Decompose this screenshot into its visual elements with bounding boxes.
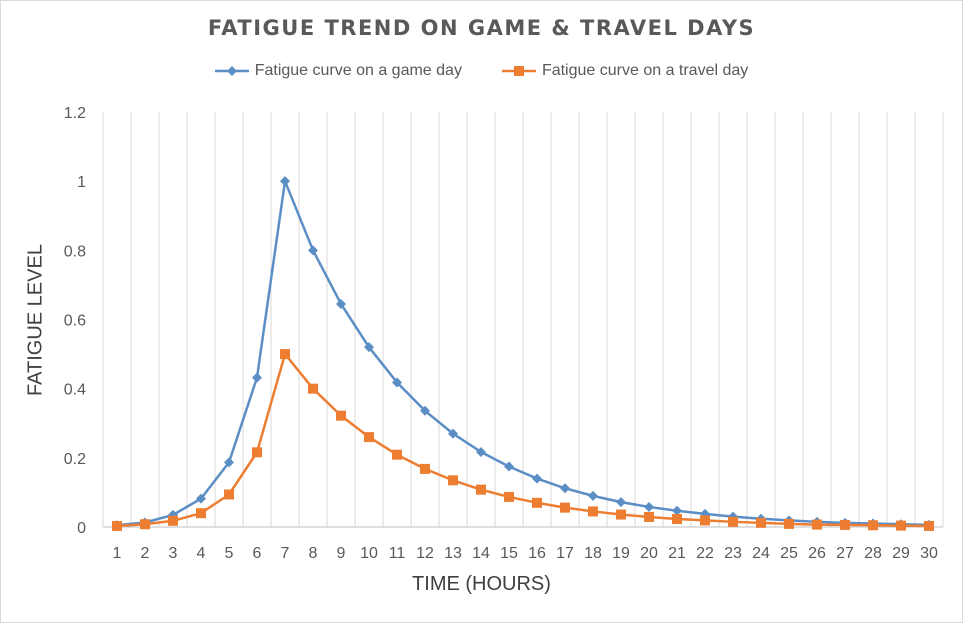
data-point-travel-day <box>588 506 598 517</box>
x-tick-label: 23 <box>724 545 742 562</box>
y-tick-label: 1.2 <box>64 105 86 122</box>
data-point-travel-day <box>168 515 178 526</box>
x-tick-label: 10 <box>360 545 378 562</box>
x-tick-label: 1 <box>113 545 122 562</box>
data-point-travel-day <box>616 509 626 520</box>
data-point-travel-day <box>140 519 150 530</box>
x-tick-label: 3 <box>169 545 178 562</box>
data-point-game-day <box>476 446 486 457</box>
x-tick-label: 6 <box>253 545 262 562</box>
data-point-game-day <box>560 483 570 494</box>
x-tick-label: 21 <box>668 545 686 562</box>
data-point-travel-day <box>336 410 346 421</box>
data-point-travel-day <box>448 475 458 486</box>
chart-legend: Fatigue curve on a game day Fatigue curv… <box>0 62 963 80</box>
data-point-game-day <box>504 461 514 472</box>
legend-label-game-day: Fatigue curve on a game day <box>254 62 462 79</box>
x-tick-label: 4 <box>197 545 206 562</box>
data-point-travel-day <box>280 349 290 360</box>
data-point-travel-day <box>812 519 822 530</box>
x-tick-label: 12 <box>416 545 434 562</box>
x-tick-label: 14 <box>472 545 490 562</box>
data-point-game-day <box>308 245 318 256</box>
x-tick-label: 20 <box>640 545 658 562</box>
data-point-game-day <box>336 298 346 309</box>
data-point-travel-day <box>644 511 654 522</box>
y-tick-label: 0.8 <box>64 243 86 260</box>
legend-marker-game-day <box>214 66 249 76</box>
data-point-game-day <box>672 505 682 516</box>
x-tick-label: 5 <box>225 545 234 562</box>
y-tick-label: 0.4 <box>64 382 86 399</box>
data-point-game-day <box>252 372 262 383</box>
data-point-travel-day <box>756 517 766 528</box>
data-point-travel-day <box>784 518 794 529</box>
data-point-travel-day <box>672 514 682 525</box>
data-point-travel-day <box>896 520 906 531</box>
y-tick-label: 0.6 <box>64 313 86 330</box>
data-point-travel-day <box>364 432 374 443</box>
x-tick-label: 26 <box>808 545 826 562</box>
y-tick-label: 0 <box>77 520 86 537</box>
legend-item-travel-day: Fatigue curve on a travel day <box>501 62 749 80</box>
data-point-travel-day <box>392 449 402 460</box>
x-tick-label: 11 <box>389 545 406 562</box>
chart-title: FATIGUE TREND ON GAME & TRAVEL DAYS <box>207 16 756 40</box>
data-point-travel-day <box>532 497 542 508</box>
x-tick-label: 28 <box>864 545 882 562</box>
data-point-travel-day <box>728 516 738 527</box>
x-tick-label: 24 <box>752 545 770 562</box>
data-point-game-day <box>392 377 402 388</box>
y-tick-label: 0.2 <box>64 451 86 468</box>
data-point-game-day <box>532 473 542 484</box>
data-point-game-day <box>420 405 430 416</box>
x-axis-label: TIME (HOURS) <box>412 573 551 595</box>
data-point-game-day <box>196 493 206 504</box>
legend-label-travel-day: Fatigue curve on a travel day <box>541 62 749 79</box>
x-tick-label: 8 <box>309 545 318 562</box>
data-point-game-day <box>280 176 290 187</box>
data-point-travel-day <box>700 515 710 526</box>
x-tick-label: 29 <box>892 545 910 562</box>
x-tick-label: 18 <box>584 545 602 562</box>
data-point-travel-day <box>196 508 206 519</box>
x-tick-label: 9 <box>337 545 346 562</box>
data-point-travel-day <box>112 520 122 531</box>
x-tick-label: 2 <box>141 545 150 562</box>
x-tick-label: 25 <box>780 545 798 562</box>
data-point-travel-day <box>868 520 878 531</box>
data-point-game-day <box>616 497 626 508</box>
x-tick-label: 15 <box>500 545 518 562</box>
data-point-travel-day <box>560 502 570 513</box>
data-point-travel-day <box>224 489 234 500</box>
data-point-travel-day <box>420 463 430 474</box>
data-point-travel-day <box>924 520 934 531</box>
legend-marker-travel-day <box>501 66 536 76</box>
data-point-travel-day <box>476 484 486 495</box>
y-tick-label: 1 <box>77 174 86 191</box>
x-tick-label: 13 <box>444 545 462 562</box>
x-tick-label: 27 <box>836 545 854 562</box>
x-tick-label: 19 <box>612 545 630 562</box>
x-tick-label: 7 <box>281 545 290 562</box>
data-point-travel-day <box>308 383 318 394</box>
data-point-game-day <box>448 428 458 439</box>
data-point-game-day <box>588 490 598 501</box>
data-point-game-day <box>224 457 234 468</box>
x-tick-label: 22 <box>696 545 714 562</box>
data-point-game-day <box>364 342 374 353</box>
data-point-travel-day <box>504 491 514 502</box>
x-tick-label: 17 <box>556 545 574 562</box>
legend-item-game-day: Fatigue curve on a game day <box>214 62 462 80</box>
data-point-travel-day <box>252 447 262 458</box>
x-tick-label: 30 <box>920 545 938 562</box>
x-tick-label: 16 <box>528 545 546 562</box>
data-point-game-day <box>644 501 654 512</box>
data-point-travel-day <box>840 519 850 530</box>
